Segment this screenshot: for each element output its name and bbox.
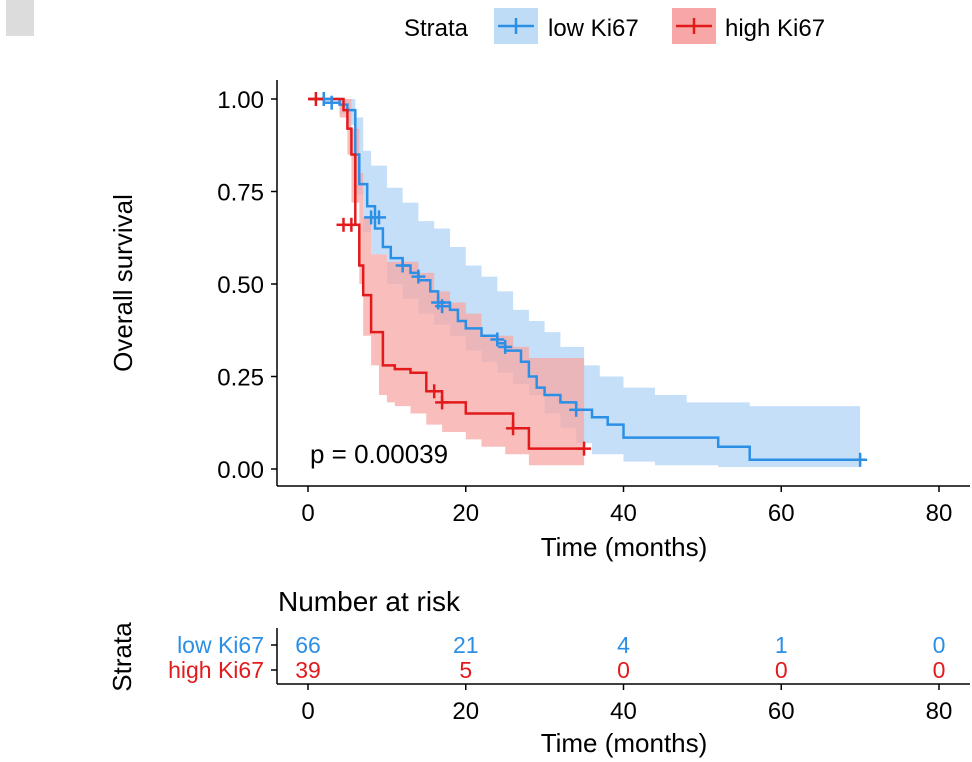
x-tick-label: 20 [452,500,479,527]
curve-low-ki67 [308,97,861,462]
censor-mark [435,395,450,410]
survival-curves [308,97,861,462]
censor-mark [490,332,505,347]
censor-mark [411,269,426,284]
risk-count: 0 [933,632,946,658]
legend-title: Strata [404,15,469,42]
risk-count: 66 [295,632,321,658]
risk-x-tick-label: 20 [452,698,479,725]
y-tick-label: 1.00 [217,87,264,114]
censor-mark [506,421,521,436]
risk-count: 0 [933,657,946,683]
legend-item-low-ki67: low Ki67 [494,8,639,44]
risk-row-high-ki67: high Ki67 39 5 0 0 0 [168,657,945,683]
censor-mark [308,92,323,106]
legend-label: high Ki67 [725,15,825,42]
p-value-label: p = 0.00039 [310,439,448,469]
risk-x-tick-label: 0 [301,698,314,725]
panel-label-marker [6,0,34,36]
risk-count: 21 [453,632,479,658]
y-ticks: 0.00 0.25 0.50 0.75 1.00 [217,87,277,484]
legend-label: low Ki67 [548,15,639,42]
censor-mark [577,441,592,456]
confidence-bands [308,99,861,469]
band-high-ki67 [308,99,585,466]
risk-x-tick-label: 60 [768,698,795,725]
risk-row-label: low Ki67 [177,632,264,658]
censor-mark [569,402,584,417]
risk-x-axis-title: Time (months) [541,728,708,758]
risk-x-ticks: 0 20 40 60 80 [301,684,952,725]
censor-mark [395,258,410,273]
legend-item-high-ki67: high Ki67 [672,8,825,44]
y-axis-title: Overall survival [108,194,138,372]
censor-mark [371,210,386,225]
censor-marks [308,92,868,467]
risk-count: 0 [617,657,630,683]
y-tick-label: 0.75 [217,180,264,207]
x-tick-label: 40 [610,500,637,527]
risk-count: 5 [459,657,472,683]
x-ticks: 0 20 40 60 80 [301,486,952,527]
risk-table-y-title: Strata [107,622,137,692]
x-tick-label: 60 [768,500,795,527]
risk-count: 0 [775,657,788,683]
y-tick-label: 0.25 [217,365,264,392]
censor-mark [853,452,868,467]
censor-mark [498,339,513,354]
risk-count: 39 [295,657,321,683]
censor-mark [324,95,339,110]
risk-x-tick-label: 80 [926,698,953,725]
risk-count: 1 [775,632,788,658]
risk-row-label: high Ki67 [168,657,264,683]
x-axis-title: Time (months) [541,532,708,562]
censor-mark [344,217,359,232]
risk-row-low-ki67: low Ki67 66 21 4 1 0 [177,632,945,658]
x-tick-label: 0 [301,500,314,527]
censor-mark [427,384,442,399]
legend: Strata low Ki67 high Ki67 [404,8,825,44]
censor-mark [435,299,450,314]
curve-high-ki67 [308,97,585,450]
risk-x-tick-label: 40 [610,698,637,725]
y-tick-label: 0.00 [217,457,264,484]
risk-table-title: Number at risk [278,586,461,617]
risk-count: 4 [617,632,630,658]
y-tick-label: 0.50 [217,272,264,299]
x-tick-label: 80 [926,500,953,527]
